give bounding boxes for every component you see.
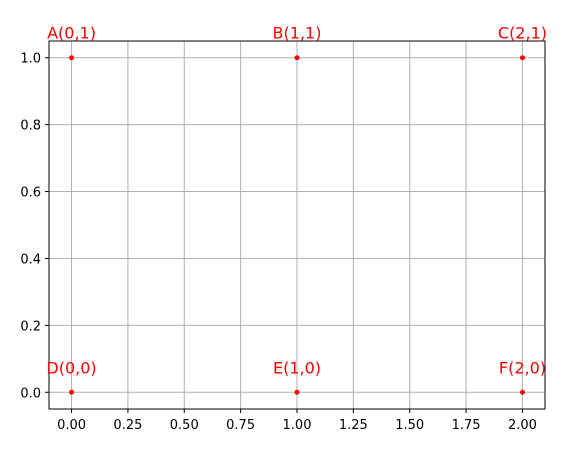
point-b bbox=[295, 55, 300, 60]
y-tick-label-5: 1.0 bbox=[20, 52, 41, 67]
x-tick-label-0: 0.00 bbox=[57, 418, 86, 433]
y-tick-label-0: 0.0 bbox=[20, 386, 41, 401]
x-tick-label-8: 2.00 bbox=[508, 418, 537, 433]
point-f bbox=[520, 390, 525, 395]
x-tick-label-3: 0.75 bbox=[226, 418, 255, 433]
point-label-c: C(2,1) bbox=[498, 24, 547, 43]
grid-layer bbox=[49, 41, 545, 409]
y-tick-label-4: 0.8 bbox=[20, 119, 41, 134]
x-tick-label-4: 1.00 bbox=[283, 418, 312, 433]
x-tick-label-7: 1.75 bbox=[452, 418, 481, 433]
y-tick-label-1: 0.2 bbox=[20, 319, 41, 334]
point-label-a: A(0,1) bbox=[47, 24, 96, 43]
point-c bbox=[520, 55, 525, 60]
point-label-b: B(1,1) bbox=[273, 24, 322, 43]
y-tick-label-3: 0.6 bbox=[20, 186, 41, 201]
x-tick-label-2: 0.50 bbox=[170, 418, 199, 433]
point-label-f: F(2,0) bbox=[499, 358, 546, 377]
y-tick-label-2: 0.4 bbox=[20, 252, 41, 267]
x-tick-label-5: 1.25 bbox=[339, 418, 368, 433]
point-a bbox=[69, 55, 74, 60]
point-label-d: D(0,0) bbox=[46, 358, 96, 377]
point-d bbox=[69, 390, 74, 395]
point-e bbox=[295, 390, 300, 395]
x-tick-label-1: 0.25 bbox=[113, 418, 142, 433]
point-label-e: E(1,0) bbox=[273, 358, 321, 377]
x-tick-label-6: 1.50 bbox=[395, 418, 424, 433]
